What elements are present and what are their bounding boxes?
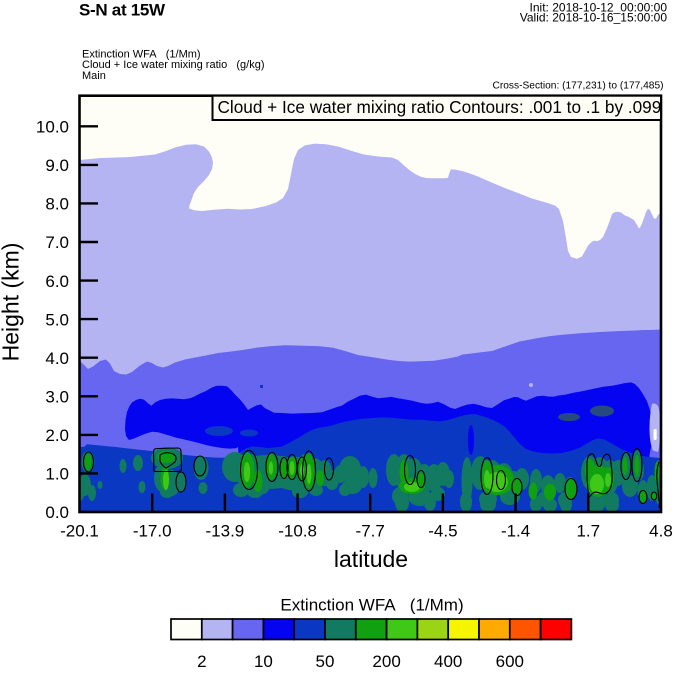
svg-text:S-N at 15W: S-N at 15W [79, 1, 166, 20]
svg-text:-7.7: -7.7 [356, 522, 385, 541]
svg-text:9.0: 9.0 [45, 156, 69, 175]
svg-text:400: 400 [434, 652, 462, 668]
svg-text:600: 600 [496, 652, 524, 668]
svg-text:Cross-Section: (177,231) to (1: Cross-Section: (177,231) to (177,485) [492, 81, 663, 92]
svg-text:3.0: 3.0 [45, 388, 69, 407]
svg-text:8.0: 8.0 [45, 195, 69, 214]
svg-text:4.0: 4.0 [45, 349, 69, 368]
svg-text:200: 200 [372, 652, 400, 668]
svg-text:1.0: 1.0 [45, 465, 69, 484]
svg-text:4.8: 4.8 [649, 522, 673, 541]
svg-text:1.7: 1.7 [576, 522, 600, 541]
svg-text:6.0: 6.0 [45, 272, 69, 291]
svg-text:10.0: 10.0 [36, 118, 69, 137]
svg-text:Extinction WFA (1/Mm): Extinction WFA (1/Mm) [280, 596, 463, 615]
svg-text:50: 50 [316, 652, 335, 668]
svg-text:Cloud + Ice water mixing ratio: Cloud + Ice water mixing ratio Contours:… [218, 97, 662, 117]
svg-text:-17.0: -17.0 [133, 522, 172, 541]
svg-text:Extinction WFA (1/Mm): Extinction WFA (1/Mm) [82, 48, 201, 60]
svg-text:latitude: latitude [334, 546, 408, 572]
svg-text:10: 10 [254, 652, 273, 668]
svg-text:Valid: 2018-10-16_15:00:00: Valid: 2018-10-16_15:00:00 [520, 11, 668, 25]
svg-text:2: 2 [197, 652, 206, 668]
svg-text:-13.9: -13.9 [206, 522, 245, 541]
svg-text:Main: Main [82, 70, 106, 82]
svg-text:Height (km): Height (km) [0, 243, 24, 362]
svg-text:0.0: 0.0 [45, 503, 69, 522]
svg-text:5.0: 5.0 [45, 310, 69, 329]
svg-text:-1.4: -1.4 [501, 522, 530, 541]
svg-text:Cloud + Ice water mixing ratio: Cloud + Ice water mixing ratio (g/kg) [82, 59, 265, 71]
svg-text:Init: 2018-10-12_00:00:00: Init: 2018-10-12_00:00:00 [530, 1, 668, 15]
svg-text:7.0: 7.0 [45, 233, 69, 252]
svg-text:2.0: 2.0 [45, 426, 69, 445]
svg-text:-20.1: -20.1 [60, 522, 99, 541]
svg-text:-4.5: -4.5 [428, 522, 457, 541]
svg-text:-10.8: -10.8 [278, 522, 317, 541]
